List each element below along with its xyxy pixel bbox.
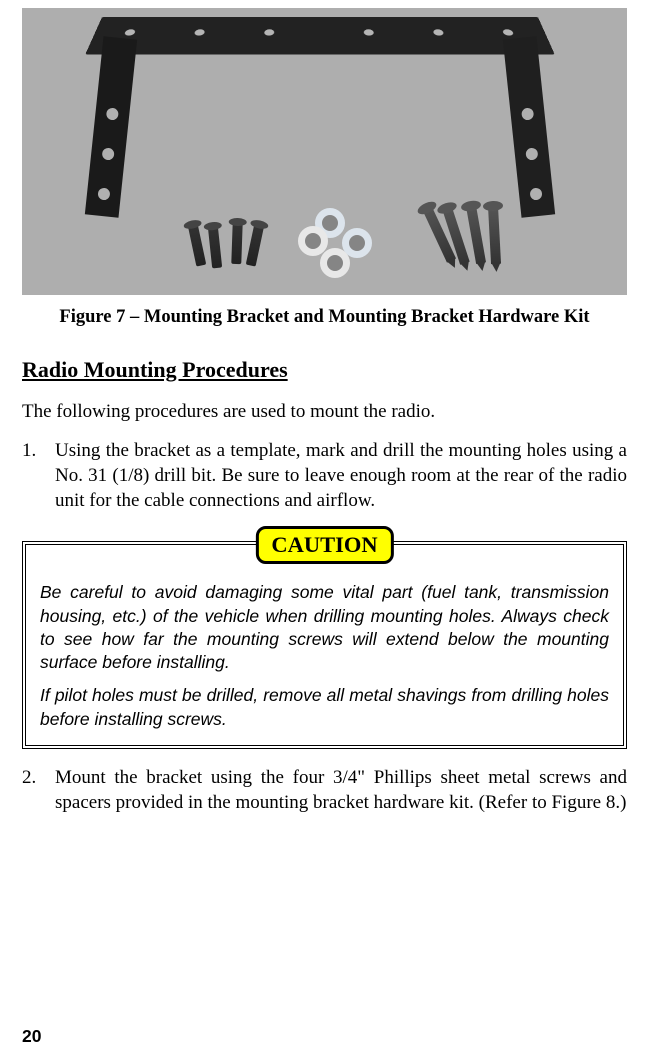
caution-paragraph-1: Be careful to avoid damaging some vital …: [40, 581, 609, 674]
step-2-body: Mount the bracket using the four 3/4" Ph…: [55, 766, 627, 815]
caution-paragraph-2: If pilot holes must be drilled, remove a…: [40, 684, 609, 731]
intro-text: The following procedures are used to mou…: [22, 400, 627, 425]
step-2: 2. Mount the bracket using the four 3/4"…: [22, 766, 627, 815]
step-1: 1. Using the bracket as a template, mark…: [22, 439, 627, 513]
step-1-body: Using the bracket as a template, mark an…: [55, 439, 627, 513]
caution-body: Be careful to avoid damaging some vital …: [40, 581, 609, 731]
section-heading: Radio Mounting Procedures: [22, 356, 627, 385]
figure-photo: [22, 8, 627, 295]
caution-label: CAUTION: [255, 526, 393, 563]
step-2-number: 2.: [22, 766, 55, 815]
figure-caption: Figure 7 – Mounting Bracket and Mounting…: [22, 305, 627, 329]
caution-box: CAUTION Be careful to avoid damaging som…: [22, 541, 627, 749]
page-number: 20: [22, 1025, 41, 1048]
step-1-number: 1.: [22, 439, 55, 513]
